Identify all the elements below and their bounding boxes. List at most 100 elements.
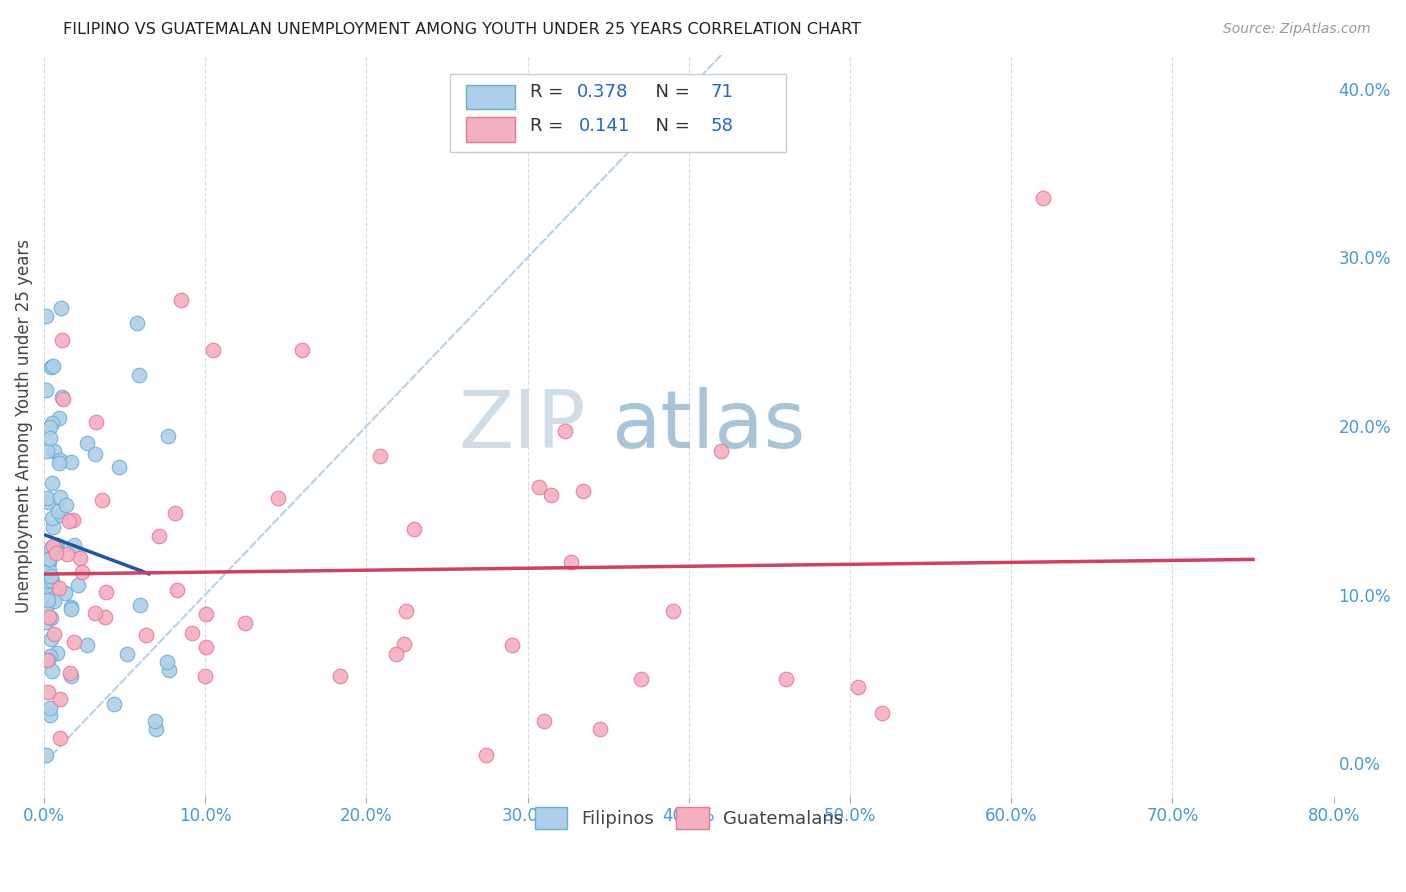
Point [194, 669, 217, 683]
Y-axis label: Unemployment Among Youth under 25 years: Unemployment Among Youth under 25 years [15, 239, 32, 613]
Point [37, 495, 59, 509]
Legend: Filipinos, Guatemalans: Filipinos, Guatemalans [527, 799, 851, 836]
Point [108, 459, 131, 474]
Point [49, 508, 72, 522]
Text: R =: R = [530, 117, 575, 135]
Point [66, 578, 89, 592]
Point [55, 498, 77, 512]
Text: N =: N = [644, 117, 695, 135]
FancyBboxPatch shape [450, 74, 786, 152]
Point [39, 701, 62, 715]
Point [84, 415, 107, 429]
Point [39, 708, 62, 723]
Text: R =: R = [530, 83, 569, 101]
Point [52, 392, 75, 407]
Point [180, 625, 202, 640]
Point [59, 602, 82, 616]
Point [533, 714, 555, 728]
Point [135, 627, 157, 641]
FancyBboxPatch shape [465, 85, 515, 110]
Point [527, 480, 550, 494]
Point [560, 555, 582, 569]
Point [39, 359, 62, 374]
Point [76, 435, 98, 450]
Point [329, 669, 352, 683]
Point [233, 615, 256, 630]
Point [39, 575, 62, 590]
Point [48, 582, 70, 596]
Point [35, 491, 58, 505]
Text: ZIP: ZIP [458, 387, 586, 465]
Point [41, 476, 63, 491]
Point [661, 604, 683, 618]
Point [1032, 191, 1054, 205]
Point [38, 648, 60, 663]
Point [37, 653, 59, 667]
Point [115, 647, 138, 661]
Point [42, 359, 65, 374]
Point [194, 607, 217, 622]
Point [51, 390, 73, 404]
Point [60, 669, 83, 683]
Point [41, 574, 63, 588]
Text: N =: N = [644, 83, 695, 101]
Point [385, 647, 408, 661]
Text: 58: 58 [711, 117, 734, 135]
Text: atlas: atlas [612, 387, 806, 465]
Point [41, 664, 63, 678]
Point [37, 592, 59, 607]
Point [554, 425, 576, 439]
Point [35, 600, 58, 615]
Point [710, 444, 733, 458]
Point [90, 493, 112, 508]
Point [129, 598, 152, 612]
Text: 0.141: 0.141 [579, 117, 630, 135]
Point [42, 520, 65, 534]
Point [38, 610, 60, 624]
Point [127, 317, 149, 331]
Point [45, 540, 67, 554]
Point [145, 723, 167, 737]
Point [39, 419, 62, 434]
Point [157, 664, 180, 678]
Point [291, 343, 314, 358]
Point [59, 665, 82, 680]
Point [49, 491, 72, 505]
Point [103, 697, 125, 711]
Point [166, 582, 188, 597]
Point [49, 731, 72, 745]
Point [38, 556, 60, 570]
Point [37, 590, 59, 604]
Point [60, 599, 83, 614]
Point [267, 491, 290, 505]
Point [872, 706, 894, 720]
Point [37, 653, 59, 667]
Point [42, 594, 65, 608]
Point [156, 655, 179, 669]
Point [83, 606, 105, 620]
Point [84, 447, 107, 461]
Point [62, 635, 84, 649]
Point [202, 343, 225, 358]
Point [630, 672, 652, 686]
Point [35, 444, 58, 458]
Point [775, 672, 797, 686]
Point [48, 410, 70, 425]
Point [59, 455, 82, 469]
Point [35, 578, 58, 592]
Point [42, 540, 65, 554]
Point [35, 574, 58, 589]
Point [45, 646, 67, 660]
Point [69, 551, 91, 566]
Point [51, 301, 73, 315]
Point [148, 529, 170, 543]
Point [163, 506, 186, 520]
Point [94, 610, 117, 624]
Point [41, 541, 63, 556]
Point [58, 514, 80, 528]
Point [501, 638, 523, 652]
Point [35, 747, 58, 762]
Point [39, 569, 62, 583]
Point [48, 504, 70, 518]
Point [589, 723, 612, 737]
